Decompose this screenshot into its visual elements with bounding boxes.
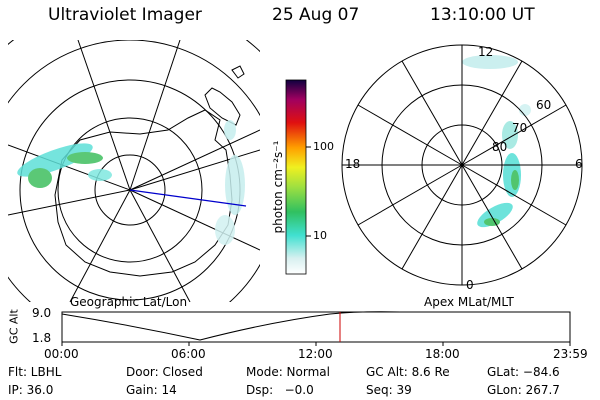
colorbar-unit-label: photon cm⁻²s⁻¹ [271, 140, 285, 234]
info-gain: Gain: 14 [126, 383, 177, 397]
aurora-emission-left [17, 120, 245, 245]
instrument-title: Ultraviolet Imager [48, 5, 202, 25]
altitude-ylabel: GC Alt [7, 309, 21, 344]
mlat-label-70: 70 [512, 121, 528, 135]
mlt-label-18: 18 [345, 157, 361, 171]
colorbar [285, 79, 311, 275]
mlat-label-80: 80 [492, 140, 508, 154]
altitude-xtick-1: 06:00 [171, 347, 206, 361]
altitude-ytick-low: 1.8 [32, 331, 52, 345]
info-ip: IP: 36.0 [8, 383, 54, 397]
continent-outline [54, 109, 233, 277]
altitude-xtick-4: 23:59 [553, 347, 588, 361]
left-map-caption: Geographic Lat/Lon [70, 295, 188, 309]
mlt-label-6: 6 [575, 157, 583, 171]
info-gc-alt: GC Alt: 8.6 Re [366, 365, 450, 379]
info-seq: Seq: 39 [366, 383, 412, 397]
altitude-plot [61, 311, 571, 346]
colorbar-tick-10: 10 [313, 229, 327, 242]
noon-meridian-line [129, 189, 247, 207]
altitude-xtick-0: 00:00 [44, 347, 79, 361]
altitude-curve [61, 311, 570, 341]
info-glat: GLat: −84.6 [487, 365, 560, 379]
info-glon: GLon: 267.7 [487, 383, 560, 397]
altitude-ytick-high: 9.0 [32, 306, 52, 320]
mlt-label-0: 0 [466, 278, 474, 292]
info-door: Door: Closed [126, 365, 203, 379]
observation-date: 25 Aug 07 [272, 5, 360, 25]
right-map-caption: Apex MLat/MLT [424, 295, 514, 309]
colorbar-tick-100: 100 [313, 140, 334, 153]
mlat-label-60: 60 [536, 98, 552, 112]
info-mode: Mode: Normal [246, 365, 330, 379]
altitude-xtick-3: 18:00 [425, 347, 460, 361]
mlt-label-12: 12 [478, 45, 494, 59]
info-dsp: Dsp: −0.0 [246, 383, 314, 397]
aurora-emission-right [462, 55, 531, 228]
info-filter: Flt: LBHL [8, 365, 62, 379]
apex-polar-plot [341, 44, 583, 286]
observation-time: 13:10:00 UT [430, 5, 535, 25]
altitude-xtick-2: 12:00 [298, 347, 333, 361]
geographic-map [8, 40, 260, 302]
